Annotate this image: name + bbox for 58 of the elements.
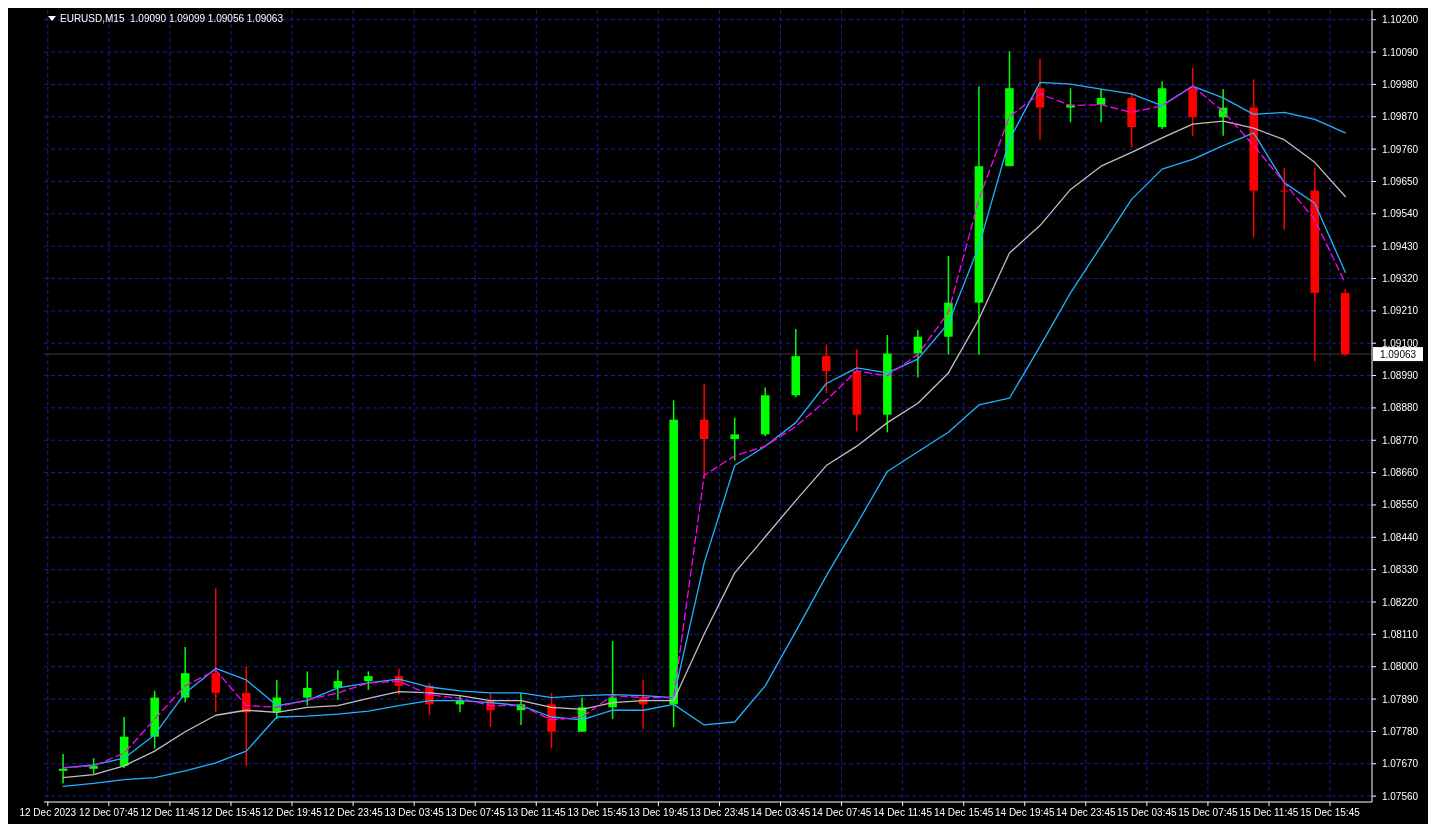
candlestick [211, 587, 220, 714]
y-tick-label: 1.08000 [1381, 661, 1419, 673]
x-tick-label: 12 Dec 23:45 [323, 807, 384, 818]
x-tick-label: 14 Dec 07:45 [811, 807, 872, 818]
x-tick-label: 12 Dec 2023 [19, 807, 77, 818]
y-tick-label: 1.08770 [1381, 434, 1419, 446]
candlestick [822, 343, 831, 394]
x-tick-label: 12 Dec 07:45 [79, 807, 140, 818]
y-tick-label: 1.08110 [1382, 628, 1419, 640]
candlestick [303, 670, 312, 707]
y-tick-label: 1.09100 [1381, 337, 1419, 349]
y-tick-label: 1.07890 [1381, 693, 1419, 705]
x-tick-label: 14 Dec 19:45 [994, 807, 1055, 818]
x-tick-label: 13 Dec 19:45 [628, 807, 689, 818]
x-tick-label: 13 Dec 07:45 [445, 807, 506, 818]
y-tick-label: 1.08880 [1381, 402, 1419, 414]
x-tick-label: 14 Dec 15:45 [933, 807, 994, 818]
x-tick-label: 13 Dec 03:45 [384, 807, 445, 818]
x-tick-label: 12 Dec 11:45 [140, 807, 200, 818]
y-tick-label: 1.07780 [1381, 725, 1419, 737]
x-tick-label: 13 Dec 23:45 [689, 807, 750, 818]
y-tick-label: 1.09540 [1381, 208, 1419, 220]
y-tick-label: 1.09650 [1381, 175, 1419, 187]
y-tick-label: 1.08330 [1381, 564, 1419, 576]
y-tick-label: 1.08550 [1381, 499, 1419, 511]
x-tick-label: 15 Dec 11:45 [1239, 807, 1299, 818]
y-tick-label: 1.09980 [1381, 78, 1419, 90]
x-tick-label: 12 Dec 19:45 [262, 807, 323, 818]
y-tick-label: 1.09870 [1381, 111, 1419, 123]
x-tick-label: 14 Dec 23:45 [1056, 807, 1116, 818]
x-tick-label: 14 Dec 03:45 [750, 807, 811, 818]
y-tick-label: 1.09430 [1381, 240, 1419, 252]
y-tick-label: 1.08440 [1381, 531, 1419, 543]
candlestick [364, 670, 373, 691]
x-tick-label: 13 Dec 15:45 [567, 807, 628, 818]
x-tick-label: 15 Dec 03:45 [1117, 807, 1178, 818]
x-tick-label: 15 Dec 15:45 [1300, 807, 1361, 818]
candlestick [730, 416, 739, 462]
y-tick-label: 1.07560 [1381, 790, 1419, 802]
x-tick-label: 14 Dec 11:45 [873, 807, 933, 818]
y-tick-label: 1.10200 [1381, 14, 1419, 26]
x-tick-label: 13 Dec 11:45 [506, 807, 567, 818]
x-tick-label: 15 Dec 07:45 [1178, 807, 1239, 818]
ref-line-label: 1.09063 [1379, 348, 1417, 360]
candlestick [1096, 88, 1106, 124]
y-tick-label: 1.09320 [1381, 273, 1419, 285]
y-tick-label: 1.09210 [1381, 305, 1419, 317]
x-tick-label: 12 Dec 15:45 [201, 807, 262, 818]
y-tick-label: 1.10090 [1381, 46, 1419, 58]
y-tick-label: 1.07670 [1381, 758, 1419, 770]
candlestick [1279, 167, 1289, 231]
y-tick-label: 1.08660 [1381, 467, 1419, 479]
y-tick-label: 1.09760 [1381, 143, 1419, 155]
candlestick [241, 665, 251, 767]
candlestick [913, 329, 923, 379]
chart-title: EURUSD,M15 1.09090 1.09099 1.09056 1.09063 [60, 13, 284, 24]
y-tick-label: 1.08990 [1381, 370, 1419, 382]
y-tick-label: 1.08220 [1381, 596, 1419, 608]
